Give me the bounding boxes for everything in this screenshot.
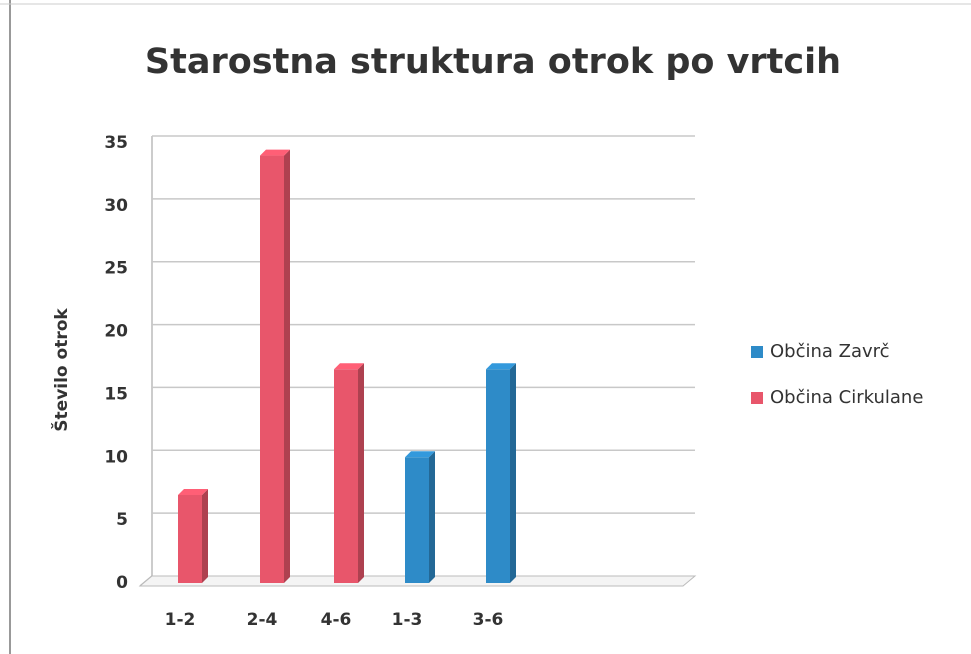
bar-front xyxy=(334,369,358,583)
bar-side xyxy=(358,363,364,583)
legend-swatch xyxy=(751,346,763,358)
y-axis-label: Število otrok xyxy=(50,308,72,432)
y-tick-label: 0 xyxy=(116,573,128,593)
bar-side xyxy=(202,489,208,583)
legend-swatch xyxy=(751,392,763,404)
bar-front xyxy=(260,155,284,584)
y-tick-label: 30 xyxy=(104,196,128,216)
bar-side xyxy=(284,149,290,584)
bar xyxy=(260,149,290,584)
y-tick-label: 10 xyxy=(104,447,128,467)
y-tick-label: 5 xyxy=(116,510,128,530)
x-tick-label: 3-6 xyxy=(473,610,504,630)
bar xyxy=(334,363,364,583)
bar-front xyxy=(405,457,429,583)
bar-side xyxy=(510,363,516,583)
x-tick-label: 4-6 xyxy=(321,610,352,630)
bar-front xyxy=(486,369,510,583)
y-tick-label: 35 xyxy=(104,133,128,153)
y-tick-label: 15 xyxy=(104,384,128,404)
x-tick-label: 1-2 xyxy=(165,610,196,630)
bar-front xyxy=(178,495,202,583)
y-tick-label: 20 xyxy=(104,322,128,342)
chart-title: Starostna struktura otrok po vrtcih xyxy=(145,42,841,82)
x-tick-label: 2-4 xyxy=(247,610,278,630)
y-tick-label: 25 xyxy=(104,259,128,279)
bar xyxy=(405,451,435,583)
bar-top xyxy=(260,149,290,156)
bar-top xyxy=(486,363,516,370)
bar-top xyxy=(178,489,208,495)
bar xyxy=(178,489,208,583)
bar xyxy=(486,363,516,583)
bar-top xyxy=(334,363,364,370)
legend-label: Občina Zavrč xyxy=(770,341,890,362)
bar-top xyxy=(405,451,435,458)
bar-side xyxy=(429,451,435,583)
x-tick-label: 1-3 xyxy=(392,610,423,630)
legend-label: Občina Cirkulane xyxy=(770,387,923,408)
